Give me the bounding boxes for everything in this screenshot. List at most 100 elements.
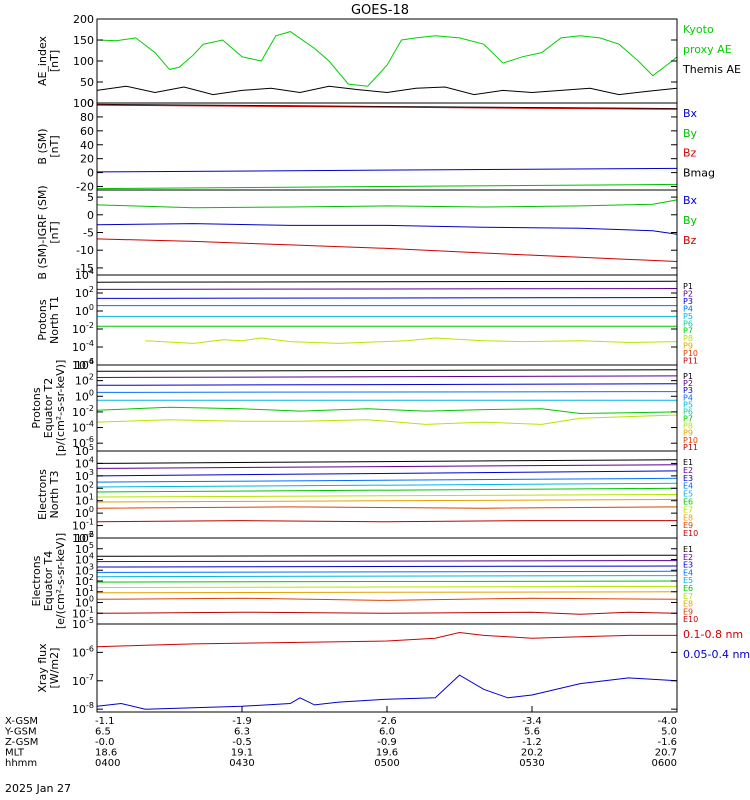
legend-entry: P2 [683, 289, 693, 298]
x-axis-value: 5.0 [661, 727, 677, 738]
legend-entry: P1 [683, 372, 693, 381]
y-axis-label: [nT] [48, 50, 61, 72]
series-line-protE-0 [96, 369, 678, 372]
y-tick-label: 104 [75, 267, 94, 282]
series-line-elecN-3 [96, 477, 678, 483]
x-axis-value: -1.2 [522, 737, 542, 748]
y-axis-label: [e/(cm²-s-sr-keV)] [54, 533, 67, 629]
legend-entry: E9 [683, 521, 693, 530]
y-tick-label: 0 [87, 97, 94, 110]
legend-entry: 0.1-0.8 nm [683, 628, 743, 641]
x-axis-value: -0.0 [95, 737, 115, 748]
legend-entry: P7 [683, 415, 693, 424]
y-axis-label: Protons [36, 299, 49, 340]
y-tick-label: 50 [80, 76, 94, 89]
legend-entry: E8 [683, 513, 693, 522]
series-line-xray-0 [96, 631, 677, 648]
series-line-elecE-7 [96, 591, 678, 594]
y-tick-label: 80 [80, 111, 94, 124]
y-tick-label: 0 [87, 209, 94, 222]
series-line-protE-5 [96, 406, 678, 415]
y-axis-label: [W/m2] [48, 648, 61, 689]
x-axis-value: -2.6 [377, 716, 397, 727]
legend-entry: By [683, 214, 698, 227]
y-tick-label: -20 [76, 181, 94, 194]
legend-entry: E5 [683, 490, 693, 499]
y-tick-label: 10-2 [72, 321, 94, 336]
series-line-elecE-2 [96, 565, 678, 568]
legend-entry: 0.05-0.4 nm [683, 648, 750, 661]
legend-entry: E3 [683, 474, 693, 483]
legend-entry: E6 [683, 584, 693, 593]
legend-entry: P3 [683, 297, 693, 306]
series-line-protN-0 [96, 280, 678, 283]
x-axis-value: 0400 [95, 758, 120, 769]
y-tick-label: 10-5 [72, 616, 94, 631]
chart-title: GOES-18 [351, 3, 409, 18]
legend-entry: P5 [683, 400, 693, 409]
x-axis-row-label: Y-GSM [4, 727, 37, 738]
y-axis-label: Xray flux [36, 643, 49, 693]
legend-entry: P3 [683, 386, 693, 395]
legend-entry: P10 [683, 436, 698, 445]
x-axis-value: 20.7 [655, 748, 677, 759]
series-line-elecN-7 [96, 499, 678, 503]
legend-entry: E10 [683, 615, 698, 624]
legend-entry: E9 [683, 607, 693, 616]
x-axis-value: -1.9 [232, 716, 252, 727]
x-axis-value: 0500 [374, 758, 399, 769]
series-line-elecE-1 [96, 560, 678, 563]
y-axis-label: AE_index [36, 35, 49, 86]
y-tick-label: 10-4 [72, 339, 94, 354]
legend-entry: P4 [683, 304, 693, 313]
y-axis-label: B (SM)-IGRF (SM) [36, 185, 49, 279]
y-tick-label: 10-8 [72, 701, 94, 716]
x-axis-value: 0430 [229, 758, 254, 769]
series-line-elecE-4 [96, 575, 678, 578]
y-tick-label: 10-2 [72, 404, 94, 419]
x-axis-value: 0530 [519, 758, 544, 769]
panel-frame-ae [96, 18, 678, 104]
x-axis-row-label: hhmm [5, 758, 37, 769]
y-axis-label: B (SM) [36, 128, 49, 164]
y-tick-label: 60 [80, 125, 94, 138]
legend-entry: By [683, 127, 698, 140]
panel-bigrf: -15 -10 -5 0 5 B (SM)-IGRF (SM) [nT] Bx By Bz [36, 185, 698, 279]
legend-entry: E7 [683, 505, 693, 514]
panel-frame-bsm [96, 102, 678, 191]
y-tick-label: -10 [76, 244, 94, 257]
y-axis-label: [p/(cm²-s-sr-keV)] [54, 360, 67, 457]
series-line-elecN-6 [96, 494, 678, 498]
x-axis-row-label: MLT [5, 748, 25, 759]
series-line-protN-6 [145, 337, 678, 344]
series-line-elecN-4 [96, 482, 678, 488]
series-line-protE-3 [96, 391, 678, 393]
legend-entry: Bmag [683, 166, 715, 179]
x-axis-table: X-GSM -1.1 -1.9 -2.6 -3.4 -4.0 Y-GSM 6.5 6.3 6.0 5… [4, 706, 678, 769]
y-axis-label: Equator T4 [42, 551, 55, 611]
x-axis-value: 6.5 [95, 727, 111, 738]
legend-entry: proxy AE [683, 43, 732, 56]
y-tick-label: 20 [80, 153, 94, 166]
y-tick-label: 150 [73, 34, 94, 47]
y-tick-label: 5 [87, 191, 94, 204]
x-axis-row-label: Z-GSM [5, 737, 38, 748]
legend-entry: P6 [683, 407, 693, 416]
legend-entry: Themis AE [682, 63, 741, 76]
series-line-bsm-2 [96, 167, 678, 173]
legend-entry: E1 [683, 458, 693, 467]
y-axis-label: North T3 [48, 471, 61, 519]
legend-entry: E6 [683, 498, 693, 507]
x-axis-value: 6.3 [234, 727, 250, 738]
legend-entry: E10 [683, 529, 698, 538]
legend-entry: Bz [683, 147, 697, 160]
series-line-ae-1 [96, 85, 678, 96]
series-line-bigrf-1 [96, 223, 678, 235]
series-line-elecE-9 [96, 611, 678, 615]
series-line-elecE-5 [96, 580, 678, 583]
legend-entry: P5 [683, 312, 693, 321]
